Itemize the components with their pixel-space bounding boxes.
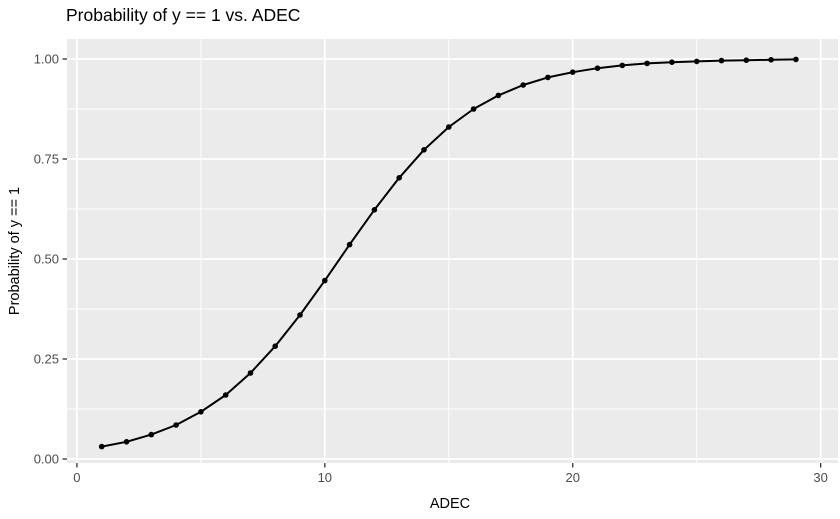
data-point	[793, 56, 799, 63]
data-point	[173, 422, 179, 428]
data-point	[98, 443, 105, 450]
data-point	[222, 392, 229, 398]
data-point	[545, 74, 551, 81]
data-point	[768, 57, 774, 63]
y-tick-label: 0.50	[34, 252, 59, 267]
y-axis-label: Probability of y == 1	[7, 186, 23, 316]
data-point	[322, 277, 328, 284]
data-point	[743, 57, 750, 63]
data-point	[693, 58, 700, 65]
data-point	[247, 370, 254, 376]
x-axis-label: ADEC	[429, 496, 471, 512]
data-point	[297, 312, 303, 318]
data-point	[718, 57, 725, 64]
x-tick-label: 0	[73, 470, 80, 485]
data-point	[371, 207, 378, 213]
y-tick-label: 0.00	[34, 452, 59, 467]
data-point	[272, 343, 279, 350]
data-point	[148, 431, 155, 438]
x-tick-label: 30	[813, 470, 827, 485]
data-point	[198, 409, 204, 415]
data-point	[446, 124, 452, 130]
chart-title: Probability of y == 1 vs. ADEC	[66, 5, 301, 25]
data-point	[569, 69, 576, 75]
x-tick-label: 10	[318, 470, 332, 485]
data-point	[520, 82, 526, 88]
y-tick-label: 0.75	[34, 152, 59, 167]
data-point	[619, 62, 626, 69]
data-point	[594, 65, 601, 71]
data-point	[396, 175, 403, 181]
data-point	[470, 106, 477, 112]
data-point	[421, 147, 427, 153]
data-point	[346, 241, 353, 248]
data-point	[644, 60, 650, 67]
panel-background	[67, 39, 838, 463]
data-point	[669, 59, 675, 65]
data-point	[495, 92, 502, 99]
data-point	[123, 439, 130, 445]
y-tick-label: 1.00	[34, 52, 59, 67]
x-tick-label: 20	[566, 470, 580, 485]
y-tick-label: 0.25	[34, 352, 59, 367]
